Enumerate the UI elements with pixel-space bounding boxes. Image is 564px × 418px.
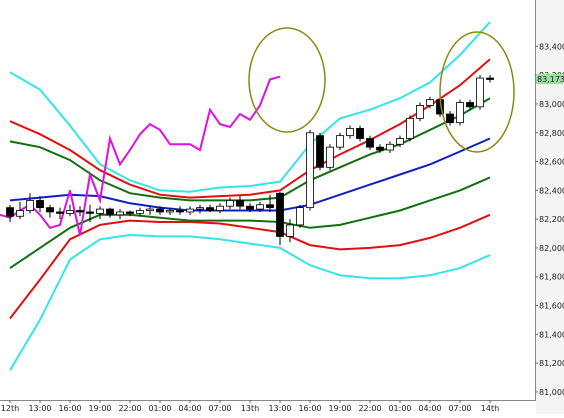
candle-body bbox=[146, 208, 154, 211]
y-tick-label: 82,200 bbox=[539, 215, 564, 224]
y-tick-label: 81,200 bbox=[539, 359, 564, 368]
x-tick-label: 14th bbox=[481, 404, 499, 413]
candle-body bbox=[366, 138, 374, 148]
candle-body bbox=[136, 210, 144, 214]
y-tick-label: 83,400 bbox=[539, 42, 564, 51]
candle-body bbox=[46, 207, 54, 213]
band-line bbox=[9, 233, 491, 371]
candle-body bbox=[186, 208, 194, 213]
band-line bbox=[0, 75, 281, 236]
candle-body bbox=[226, 200, 234, 207]
candle-body bbox=[356, 128, 364, 139]
candle-body bbox=[6, 207, 14, 217]
candle-body bbox=[166, 210, 174, 213]
candle-body bbox=[246, 205, 254, 210]
x-tick-label: 13:00 bbox=[268, 404, 291, 413]
y-tick-label: 82,400 bbox=[539, 186, 564, 195]
candle-body bbox=[446, 113, 454, 124]
x-tick-label: 13:00 bbox=[28, 404, 51, 413]
last-price-label: 83,173 bbox=[537, 75, 564, 84]
y-tick-label: 82,000 bbox=[539, 244, 564, 253]
candle-body bbox=[86, 211, 94, 214]
x-tick-label: 04:00 bbox=[178, 404, 201, 413]
x-tick-label: 19:00 bbox=[88, 404, 111, 413]
x-tick-label: 01:00 bbox=[148, 404, 171, 413]
candle-body bbox=[196, 207, 204, 210]
candle-body bbox=[406, 117, 414, 139]
candle-body bbox=[296, 207, 304, 226]
y-tick-label: 83,000 bbox=[539, 100, 564, 109]
candle-body bbox=[376, 146, 384, 151]
y-tick-label: 82,600 bbox=[539, 158, 564, 167]
band-line bbox=[9, 21, 491, 193]
candle-body bbox=[16, 210, 24, 217]
y-tick-label: 81,400 bbox=[539, 330, 564, 339]
candle-body bbox=[236, 200, 244, 207]
candle-body bbox=[386, 143, 394, 151]
candle-body bbox=[96, 208, 104, 214]
band-line bbox=[9, 213, 491, 320]
x-tick-label: 22:00 bbox=[358, 404, 381, 413]
candle-body bbox=[466, 102, 474, 108]
candle-body bbox=[216, 205, 224, 211]
candle-body bbox=[26, 200, 34, 211]
x-tick-label: 12th bbox=[1, 404, 19, 413]
x-tick-label: 16:00 bbox=[298, 404, 321, 413]
last-price-box bbox=[536, 74, 563, 85]
y-tick-label: 81,600 bbox=[539, 302, 564, 311]
candle-body bbox=[316, 135, 324, 168]
candle-body bbox=[256, 204, 264, 210]
candle-body bbox=[66, 210, 74, 214]
plot-area bbox=[0, 21, 494, 371]
x-tick-label: 01:00 bbox=[388, 404, 411, 413]
candle-body bbox=[126, 211, 134, 214]
candle-body bbox=[106, 208, 114, 216]
highlight-ellipse bbox=[248, 27, 326, 133]
candle-body bbox=[456, 102, 464, 124]
candle-body bbox=[156, 208, 164, 213]
x-tick-label: 19:00 bbox=[328, 404, 351, 413]
candle-body bbox=[36, 200, 44, 209]
candle-body bbox=[176, 210, 184, 213]
candle-body bbox=[206, 207, 214, 211]
x-tick-label: 22:00 bbox=[118, 404, 141, 413]
candle-body bbox=[76, 210, 84, 213]
x-tick-label: 04:00 bbox=[418, 404, 441, 413]
candle-body bbox=[276, 192, 284, 237]
candle-body bbox=[116, 211, 124, 216]
candle-body bbox=[346, 128, 354, 137]
candle-body bbox=[396, 138, 404, 145]
axis-panel bbox=[536, 0, 564, 414]
candle-body bbox=[476, 77, 484, 108]
candle-body bbox=[286, 224, 294, 237]
candle-body bbox=[416, 104, 424, 119]
x-tick-label: 07:00 bbox=[448, 404, 471, 413]
candle-body bbox=[426, 99, 434, 106]
x-tick-label: 16:00 bbox=[58, 404, 81, 413]
y-tick-label: 82,800 bbox=[539, 129, 564, 138]
candle-body bbox=[486, 77, 494, 80]
highlight-ellipse bbox=[439, 31, 515, 153]
candle-body bbox=[326, 146, 334, 168]
x-tick-label: 13th bbox=[241, 404, 259, 413]
y-tick-label: 81,800 bbox=[539, 273, 564, 282]
candle-body bbox=[56, 211, 64, 214]
y-tick-label: 81,000 bbox=[539, 388, 564, 397]
candle-body bbox=[336, 135, 344, 148]
x-tick-label: 07:00 bbox=[208, 404, 231, 413]
candle-body bbox=[266, 204, 274, 209]
candle-body bbox=[306, 132, 314, 209]
